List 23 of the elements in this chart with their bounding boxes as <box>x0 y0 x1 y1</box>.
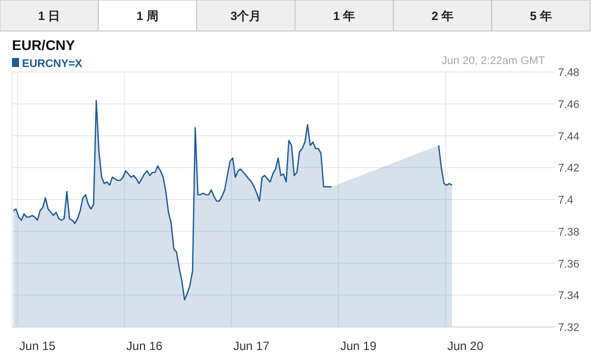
y-tick-label: 7.32 <box>558 322 580 334</box>
y-tick-label: 7.36 <box>558 258 580 270</box>
x-tick-label: Jun 16 <box>126 339 163 353</box>
tab: 3个月 <box>196 0 296 32</box>
y-tick-label: 7.44 <box>558 130 580 143</box>
y-tick-label: 7.46 <box>558 98 580 111</box>
y-tick-label: 7.4 <box>558 194 574 206</box>
tab: 1 年 <box>294 0 394 32</box>
tab: 1 日 <box>0 0 99 32</box>
tab: 1 周 <box>98 0 198 32</box>
y-tick-label: 7.38 <box>558 226 580 238</box>
x-tick-label: Jun 20 <box>447 339 484 353</box>
tab: 5 年 <box>491 0 590 32</box>
x-tick-label: Jun 15 <box>19 339 56 353</box>
x-tick-label: Jun 19 <box>340 339 377 353</box>
y-tick-label: 7.42 <box>558 162 580 175</box>
legend-label: EURCNY=X <box>22 58 83 70</box>
chart-title: EUR/CNY <box>12 37 76 53</box>
x-tick-label: Jun 17 <box>233 339 270 353</box>
y-tick-label: 7.48 <box>558 67 580 79</box>
tab: 2 年 <box>392 0 492 32</box>
text: Jun 20, 2:22am GMT <box>442 55 546 67</box>
y-tick-label: 7.34 <box>558 290 580 302</box>
